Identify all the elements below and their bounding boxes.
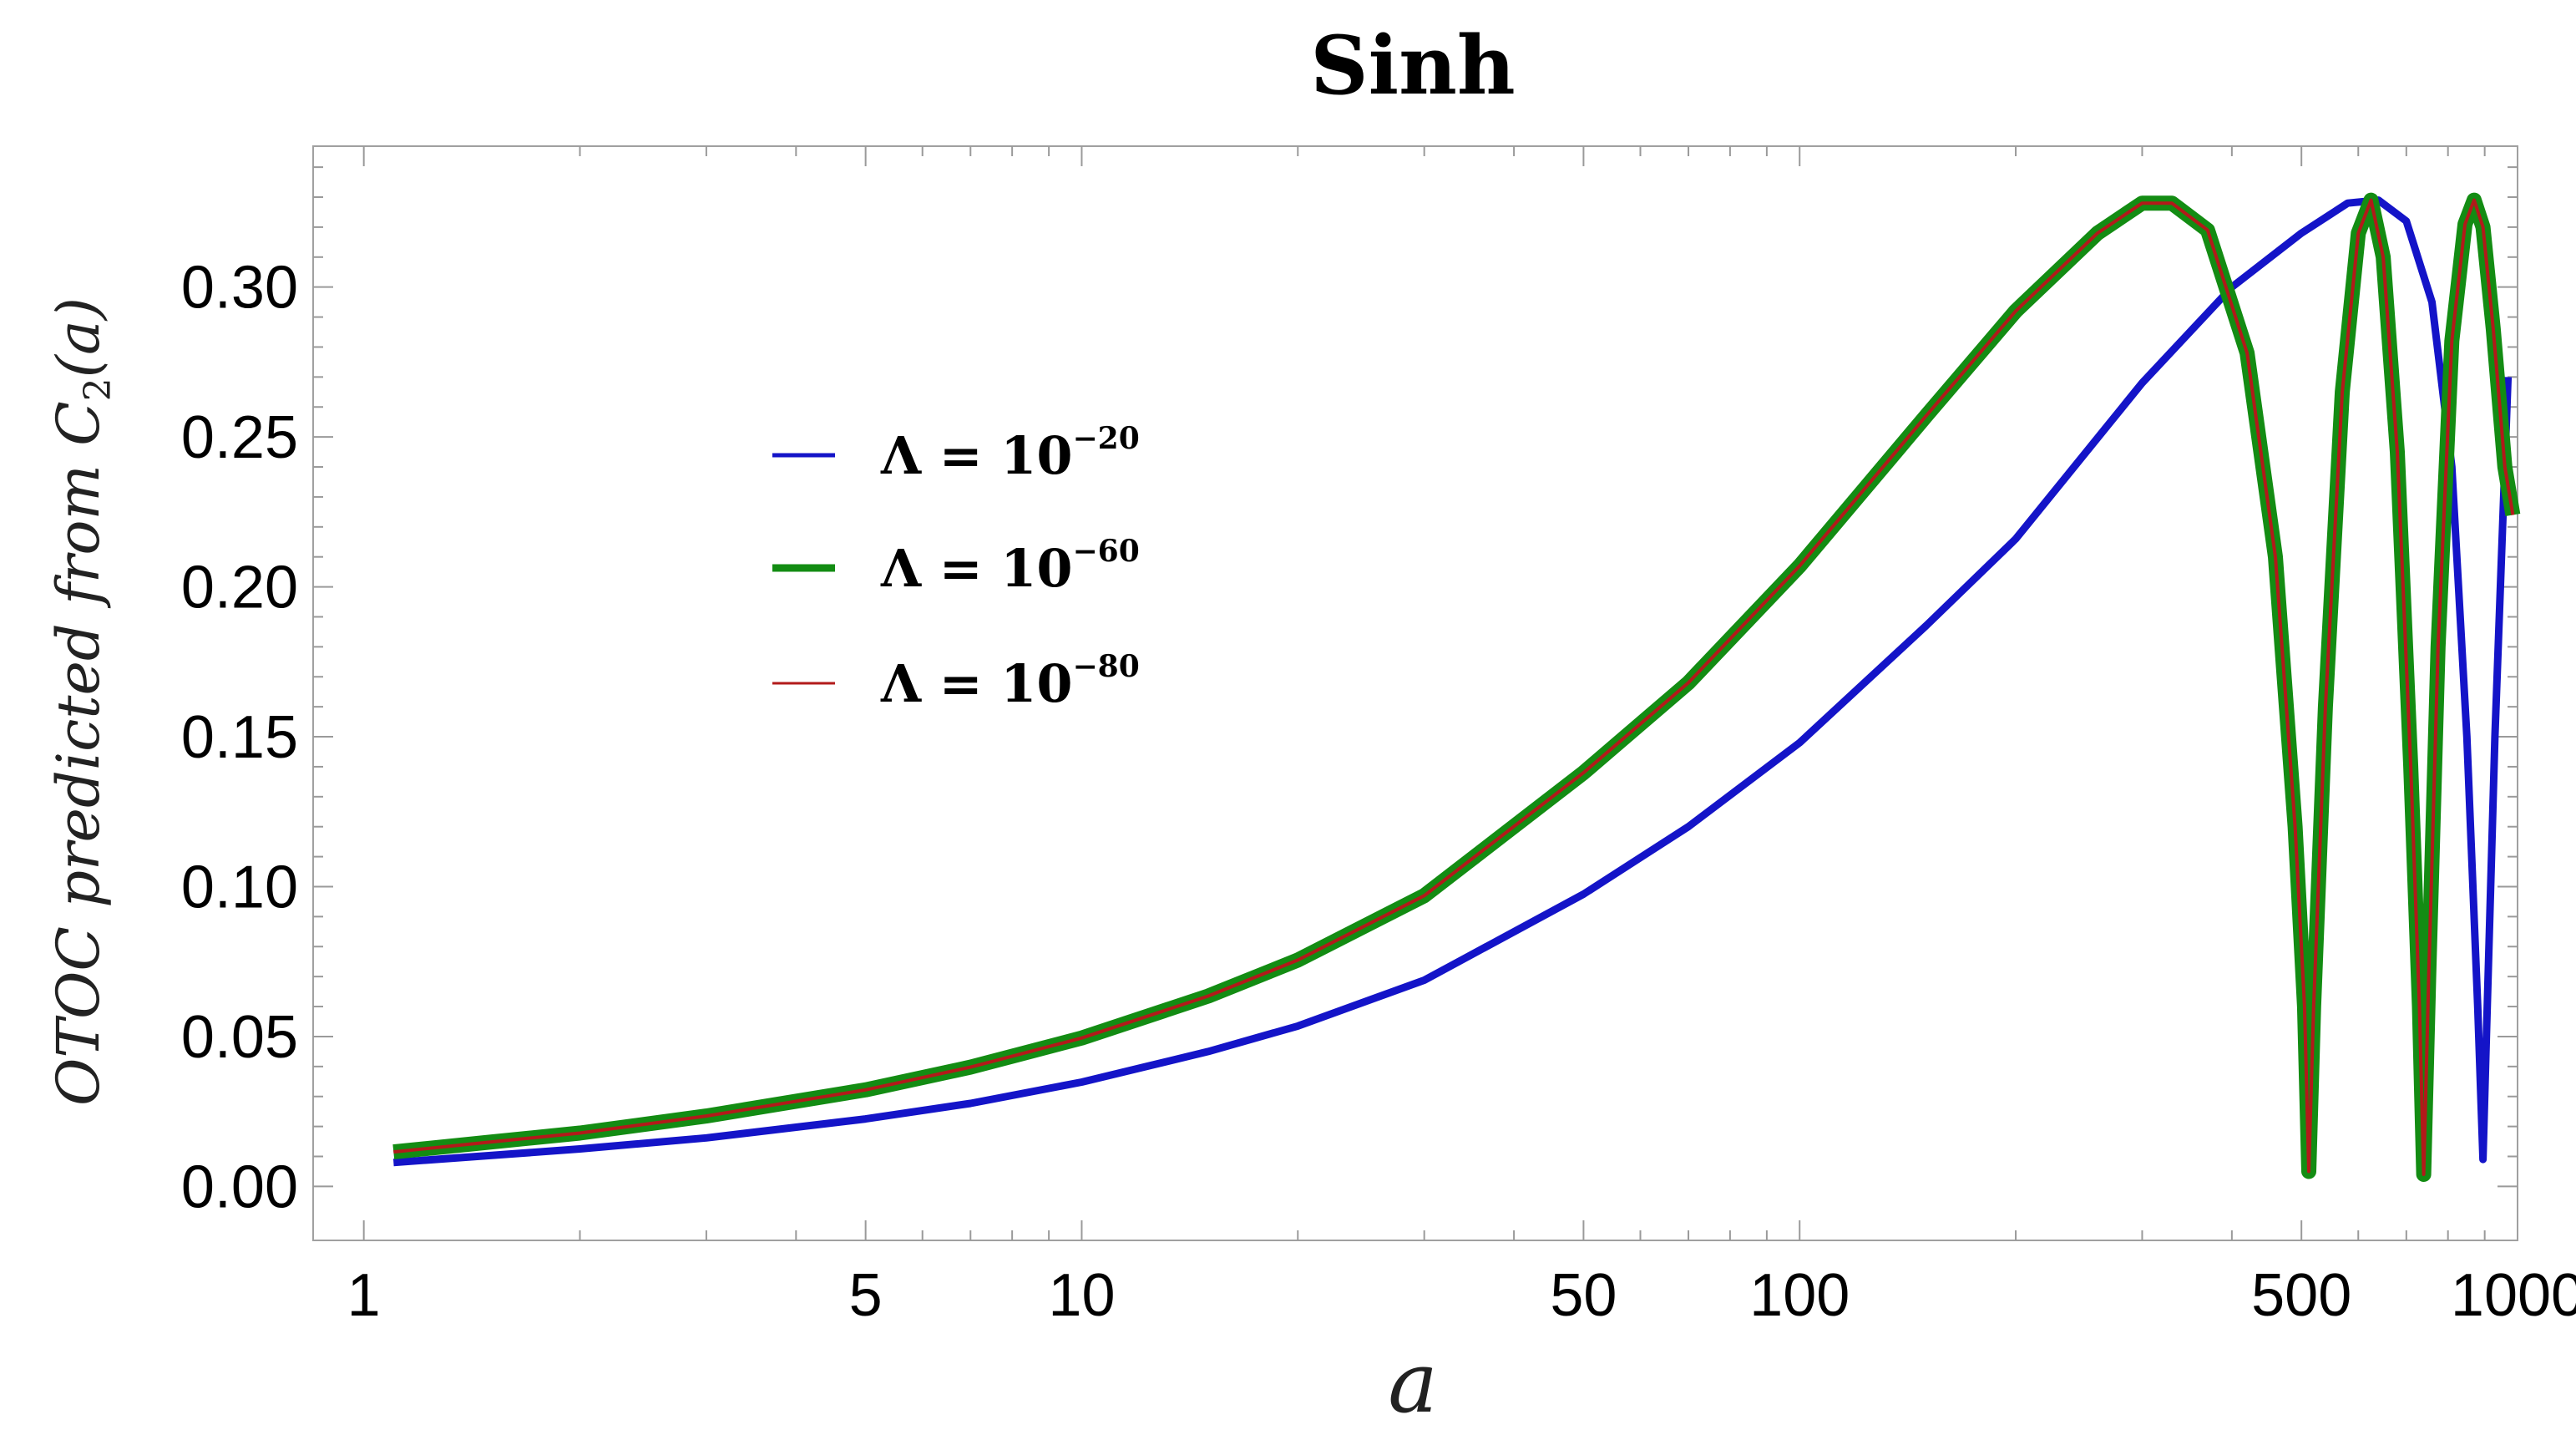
legend: Λ = 10−20 Λ = 10−60 Λ = 10−80 [772,421,1140,714]
y-axis-label-sub: 2 [77,378,119,401]
y-axis-label-tail: (a) [44,297,113,378]
x-tick-label: 5 [849,1262,883,1329]
y-tick-label: 0.15 [181,704,298,771]
series-line-2 [392,192,2521,1182]
y-tick-label: 0.30 [181,255,298,322]
y-tick-label: 0.10 [181,854,298,920]
x-axis-label: a [1388,1334,1438,1432]
ticks: 1 5 10 50 100 500 1000 0.00 0.05 0.10 0.15 0.20 0.25… [181,146,2576,1329]
y-tick-label: 0.20 [181,555,298,621]
plot-border [312,145,2518,1241]
y-tick-label: 0.00 [181,1154,298,1220]
x-tick-label: 10 [1048,1262,1115,1329]
y-tick-label: 0.05 [181,1004,298,1071]
y-axis-label-main: OTOC predicted from C [44,401,113,1106]
series-line-1 [392,196,2513,1167]
x-tick-label: 1000 [2451,1262,2576,1329]
x-tick-label: 100 [1749,1262,1850,1329]
x-tick-label: 500 [2251,1262,2351,1329]
y-tick-label: 0.25 [181,404,298,471]
series-group [392,192,2521,1182]
series-line-3 [393,198,2515,1176]
y-axis-label: OTOC predicted from C2(a) [44,297,119,1106]
plot-frame [312,145,2518,1241]
chart-title: Sinh [1310,18,1515,113]
x-tick-label: 1 [347,1262,381,1329]
legend-label-1: Λ = 10−20 [880,421,1140,486]
x-tick-label: 50 [1550,1262,1617,1329]
legend-label-2: Λ = 10−60 [880,534,1140,599]
legend-label-3: Λ = 10−80 [880,649,1140,714]
